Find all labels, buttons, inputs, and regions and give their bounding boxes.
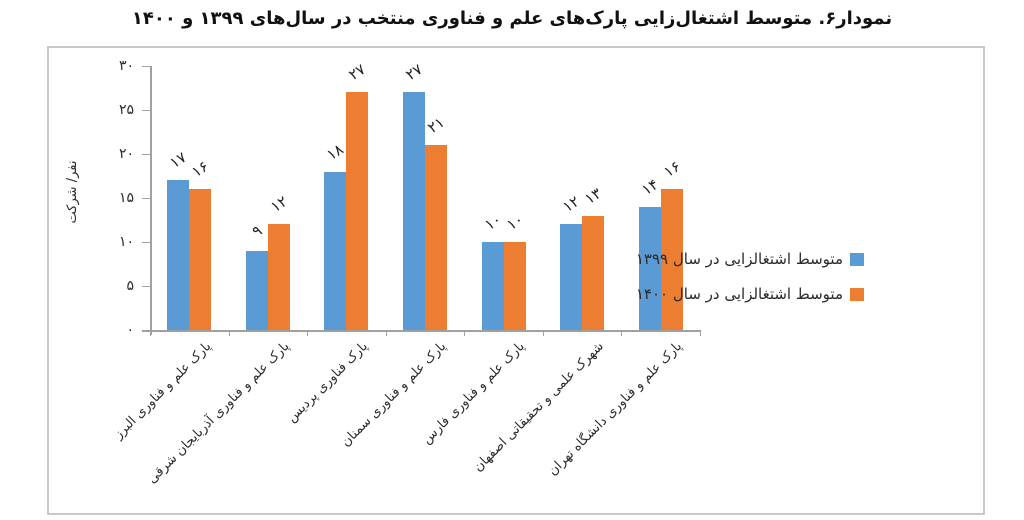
y-tick-label: ۱۰ (118, 234, 134, 250)
y-tick-label: ۱۵ (118, 190, 134, 206)
x-tick-mark (228, 330, 230, 336)
bar-1400 (425, 145, 447, 330)
legend-swatch-1400-icon (850, 287, 864, 301)
legend-item-1399: متوسط اشتغالزایی در سال ۱۳۹۹ (636, 250, 864, 268)
x-axis-category-label: پارک علم و فناوری دانشگاه تهران (545, 339, 686, 479)
bar-value-label: ۱۳ (581, 183, 605, 208)
x-axis-line (142, 330, 700, 332)
x-axis-category-label: پارک علم و فناوری آذربایجان شرقی (144, 339, 293, 487)
y-tick-label: ۳۰ (118, 58, 134, 74)
bar-1400 (660, 189, 683, 330)
legend-item-1400: متوسط اشتغالزایی در سال ۱۴۰۰ (636, 285, 864, 303)
y-tick-mark (142, 242, 150, 243)
y-tick-mark (142, 66, 150, 67)
chart-title: نمودار۶. متوسط اشتغال‌زایی پارک‌های علم … (131, 8, 893, 29)
y-axis-line (150, 66, 152, 335)
bar-1399 (638, 206, 661, 330)
bar-1399 (560, 224, 583, 330)
bar-1399 (167, 180, 190, 330)
bar-1400 (267, 224, 290, 330)
bar-1399 (481, 242, 504, 330)
x-tick-mark (542, 330, 544, 336)
y-tick-mark (142, 330, 150, 331)
bar-1400 (503, 242, 526, 330)
legend-label-1399: متوسط اشتغالزایی در سال ۱۳۹۹ (635, 250, 843, 268)
y-tick-mark (142, 110, 150, 111)
x-tick-mark (700, 330, 701, 336)
bar-1399 (403, 92, 425, 330)
legend-label-1400: متوسط اشتغالزایی در سال ۱۴۰۰ (635, 285, 843, 303)
bar-value-label: ۱۲ (267, 192, 291, 217)
bar-1400 (189, 189, 212, 330)
chart-frame: نفر/ شرکت ۰ ۵ ۱۰ ۱۵ ۲۰ ۲۵ ۳۰ ۱۷ ۱۶ پارک علم و فنا… (47, 46, 985, 515)
bar-1399 (324, 171, 347, 330)
x-tick-mark (464, 330, 466, 336)
y-tick-mark (142, 154, 150, 155)
bar-1400 (346, 92, 369, 330)
x-tick-mark (621, 330, 623, 336)
x-axis-category-label: شهرک علمی و تحقیقاتی اصفهان (470, 339, 607, 475)
y-tick-mark (142, 198, 150, 199)
x-tick-mark (150, 330, 151, 336)
x-tick-mark (307, 330, 309, 336)
y-tick-mark (142, 286, 150, 287)
bar-value-label: ۲۷ (345, 60, 370, 85)
y-axis-title: نفر/ شرکت (65, 160, 80, 224)
bar-1399 (245, 250, 268, 330)
legend: متوسط اشتغالزایی در سال ۱۳۹۹ متوسط اشتغا… (636, 250, 864, 320)
y-tick-label: ۰ (126, 322, 134, 338)
x-axis-category-label: پارک فناوری پردیس (284, 339, 372, 426)
y-tick-label: ۲۰ (118, 146, 134, 162)
bar-value-label: ۲۷ (402, 60, 426, 85)
plot-area: نفر/ شرکت ۰ ۵ ۱۰ ۱۵ ۲۰ ۲۵ ۳۰ ۱۷ ۱۶ پارک علم و فنا… (49, 48, 983, 513)
legend-swatch-1399-icon (850, 252, 864, 266)
y-tick-label: ۵ (126, 278, 134, 294)
y-tick-label: ۲۵ (118, 102, 134, 118)
x-tick-mark (385, 330, 387, 336)
bar-1400 (582, 215, 605, 330)
